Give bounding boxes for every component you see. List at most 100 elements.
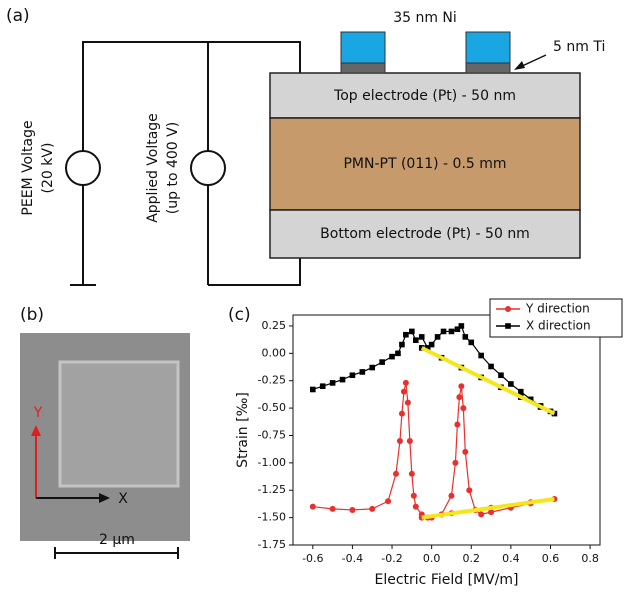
point [452,460,458,466]
y-tick-label: -0.50 [258,401,286,414]
y-tick-label: 0.25 [262,319,287,332]
voltage-label: (20 kV) [40,143,56,194]
point [478,353,484,359]
point [397,438,403,444]
wire [208,258,300,285]
legend-label: X direction [526,319,591,333]
point [441,329,447,335]
ni-label: 35 nm Ni [393,10,457,26]
ni-square [60,362,178,486]
y-tick-label: -1.00 [258,456,286,469]
voltage-label: PEEM Voltage [20,120,36,215]
x-tick-label: -0.6 [302,552,323,565]
x-tick-label: -0.2 [381,552,402,565]
point [498,372,504,378]
x-tick-label: 0.8 [581,552,599,565]
point [462,449,468,455]
point [407,438,413,444]
point [405,400,411,406]
y-tick-label: -1.25 [258,483,286,496]
x-tick-label: 0.0 [423,552,441,565]
point [448,493,454,499]
arrow [520,55,546,67]
point [369,506,375,512]
source [66,151,100,185]
point [468,340,474,346]
point [340,377,346,383]
point [310,387,316,393]
y-axis-label: Strain [‰] [235,392,251,468]
point [330,506,336,512]
source [191,151,225,185]
point [460,405,466,411]
point [466,487,472,493]
axis-arrow-label: X [118,491,128,507]
point [310,504,316,510]
x-axis-label: Electric Field [MV/m] [374,572,518,588]
axis-arrow-label: Y [33,405,43,421]
fit-line [422,499,555,518]
point [330,380,336,386]
series-line [313,326,555,414]
point [488,364,494,370]
y-tick-label: -1.50 [258,511,286,524]
point [360,369,366,375]
y-tick-label: -0.25 [258,374,286,387]
x-tick-label: 0.6 [542,552,560,565]
y-tick-label: -1.75 [258,538,286,551]
point [399,411,405,417]
point [409,329,415,335]
voltage-label: (up to 400 V) [165,122,181,214]
layer-label: Top electrode (Pt) - 50 nm [333,88,516,104]
legend-label: Y direction [525,302,590,316]
point [456,394,462,400]
point [350,372,356,378]
point [435,334,441,340]
voltage-label: Applied Voltage [145,113,161,223]
x-tick-label: 0.4 [502,552,520,565]
point [349,507,355,513]
panel-label: (c) [228,305,251,325]
x-tick-label: -0.4 [342,552,363,565]
panel-label: (a) [6,6,30,26]
point [401,389,407,395]
ti-layer [466,63,510,73]
fit-line [422,348,555,414]
point [379,359,385,365]
circuit [66,42,300,285]
arrowhead [514,61,525,70]
panel-label: (b) [20,305,44,325]
ni-pad [341,32,385,63]
scale-bar [55,547,178,559]
point [508,381,514,387]
point [399,342,405,348]
point [403,380,409,386]
point [449,329,455,335]
point [459,323,465,329]
point [409,471,415,477]
ti-layer [341,63,385,73]
figure: (a) 35 nm Ni 5 nm Ti Top electrode (Pt) … [0,0,626,592]
plot-frame [293,315,600,545]
point [411,493,417,499]
point [463,334,469,340]
point [393,471,399,477]
point [505,306,511,312]
point [419,334,425,340]
point [389,354,395,360]
y-tick-label: 0.00 [262,346,287,359]
series-line [313,383,555,518]
point [478,511,484,517]
point [429,342,435,348]
point [403,332,409,338]
point [518,389,524,395]
point [369,365,375,371]
point [320,383,326,389]
point [395,351,401,357]
point [454,422,460,428]
ni-pad [466,32,510,63]
layer-label: Bottom electrode (Pt) - 50 nm [320,226,530,242]
point [505,323,511,329]
ti-label: 5 nm Ti [553,39,605,55]
y-tick-label: -0.75 [258,428,286,441]
